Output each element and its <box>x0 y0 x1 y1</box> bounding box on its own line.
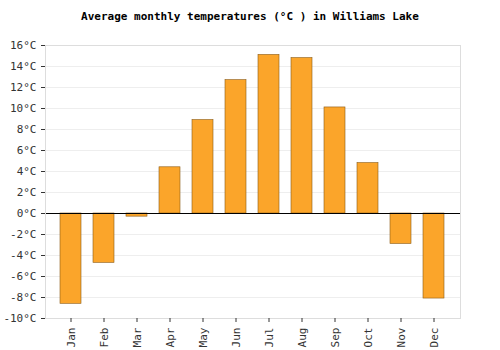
svg-text:4°C: 4°C <box>17 165 37 178</box>
svg-text:-6°C: -6°C <box>10 270 37 283</box>
svg-text:12°C: 12°C <box>10 81 37 94</box>
svg-text:May: May <box>197 327 210 347</box>
svg-text:-2°C: -2°C <box>10 228 37 241</box>
svg-text:Mar: Mar <box>131 327 144 347</box>
svg-text:Jun: Jun <box>230 328 243 348</box>
svg-text:6°C: 6°C <box>17 144 37 157</box>
svg-text:-10°C: -10°C <box>3 312 36 325</box>
svg-text:10°C: 10°C <box>10 102 37 115</box>
html-text:Average monthly temperatures (: Average monthly temperatures (°C ) in Wi… <box>81 10 419 23</box>
svg-text:Apr: Apr <box>164 327 177 347</box>
svg-text:Nov: Nov <box>395 327 408 347</box>
svg-text:Jul: Jul <box>263 328 276 348</box>
svg-text:14°C: 14°C <box>10 60 37 73</box>
svg-text:Jan: Jan <box>65 328 78 348</box>
svg-text:-4°C: -4°C <box>10 249 37 262</box>
svg-text:Oct: Oct <box>362 328 375 348</box>
svg-text:Sep: Sep <box>329 328 342 348</box>
svg-text:Feb: Feb <box>98 328 111 348</box>
svg-text:0°C: 0°C <box>17 207 37 220</box>
svg-text:-8°C: -8°C <box>10 291 37 304</box>
svg-text:Aug: Aug <box>296 328 309 348</box>
svg-text:Dec: Dec <box>428 328 441 348</box>
svg-text:8°C: 8°C <box>17 123 37 136</box>
svg-text:2°C: 2°C <box>17 186 37 199</box>
svg-text:16°C: 16°C <box>10 39 37 52</box>
